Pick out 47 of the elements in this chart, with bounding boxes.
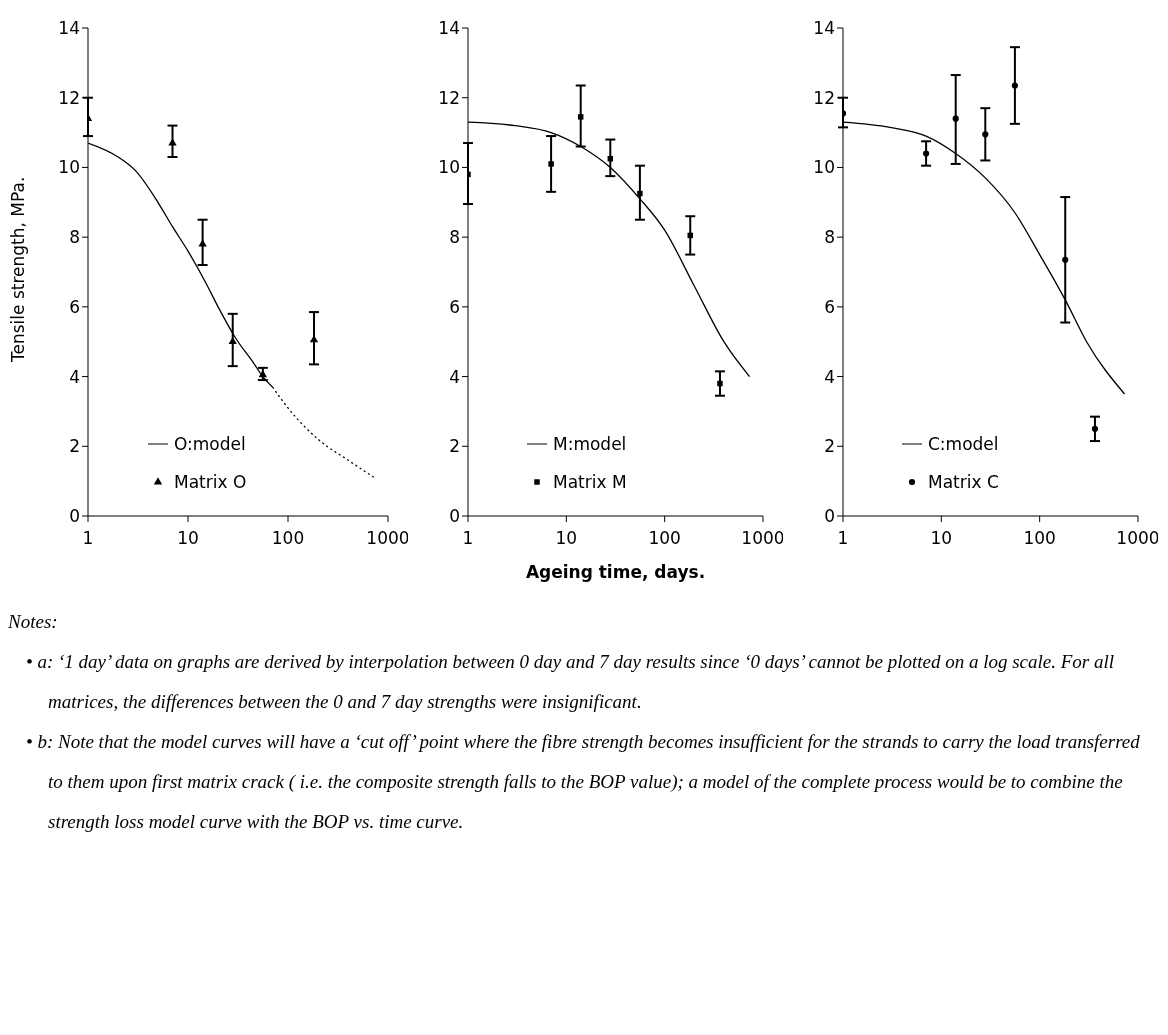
legend-label: C:model: [928, 433, 999, 454]
y-tick-label: 4: [69, 366, 80, 387]
x-tick-label: 100: [271, 528, 305, 549]
y-tick-label: 2: [449, 436, 460, 457]
y-tick-label: 12: [813, 87, 835, 108]
y-tick-label: 2: [69, 436, 80, 457]
y-tick-label: 8: [824, 227, 835, 248]
y-tick-label: 0: [449, 506, 460, 527]
legend-label: Matrix O: [174, 471, 247, 492]
y-tick-label: 8: [449, 227, 460, 248]
legend-label: O:model: [174, 433, 246, 454]
y-tick-label: 14: [58, 18, 80, 39]
y-tick-label: 4: [824, 366, 835, 387]
x-tick-label: 10: [930, 528, 953, 549]
x-axis-title: Ageing time, days.: [525, 562, 706, 582]
text: • a: ‘1 day’ data on graphs are derived by interpolation between 0 day and 7 day results since ‘0 days’ cannot be plotted on a log scale. For all matrices, the differences between the 0 and 7 day strengths were insignificant.: [26, 650, 1116, 714]
y-tick-label: 0: [824, 506, 835, 527]
x-tick-label: 1: [462, 528, 474, 549]
y-tick-label: 6: [69, 296, 80, 317]
x-tick-label: 10: [555, 528, 578, 549]
y-axis-title: Tensile strength, MPa.: [8, 176, 29, 363]
x-tick-label: 1000: [741, 528, 785, 549]
y-tick-label: 0: [69, 506, 80, 527]
y-tick-label: 6: [449, 296, 460, 317]
y-tick-label: 4: [449, 366, 460, 387]
x-tick-label: 100: [648, 528, 681, 549]
y-tick-label: 10: [438, 157, 460, 178]
x-tick-label: 1: [837, 528, 849, 549]
x-tick-label: 1000: [1116, 528, 1160, 549]
y-tick-label: 8: [69, 227, 80, 248]
text: • b: Note that the model curves will have a ‘cut off’ point where the fibre strength becomes insufficient for the strands to carry the load transferred to them upon first matrix crack ( i.e. the composite strength falls to the BOP value); a model of the complete process would be to combine the strength loss model curve with the BOP vs. time curve.: [26, 730, 1141, 834]
y-tick-label: 10: [58, 157, 80, 178]
legend-label: Matrix M: [553, 471, 627, 492]
y-tick-label: 12: [438, 87, 460, 108]
x-tick-label: 1000: [366, 528, 410, 549]
legend-label: M:model: [553, 433, 627, 454]
y-tick-label: 6: [824, 296, 835, 317]
y-tick-label: 10: [813, 157, 835, 178]
y-tick-label: 12: [58, 87, 80, 108]
legend-label: Matrix C: [928, 471, 999, 492]
x-tick-label: 100: [1023, 528, 1056, 549]
x-tick-label: 1: [82, 528, 94, 549]
text: Notes:: [8, 610, 59, 634]
y-tick-label: 14: [438, 18, 460, 39]
y-tick-label: 14: [813, 18, 835, 39]
y-tick-label: 2: [824, 436, 835, 457]
x-tick-label: 10: [177, 528, 199, 549]
